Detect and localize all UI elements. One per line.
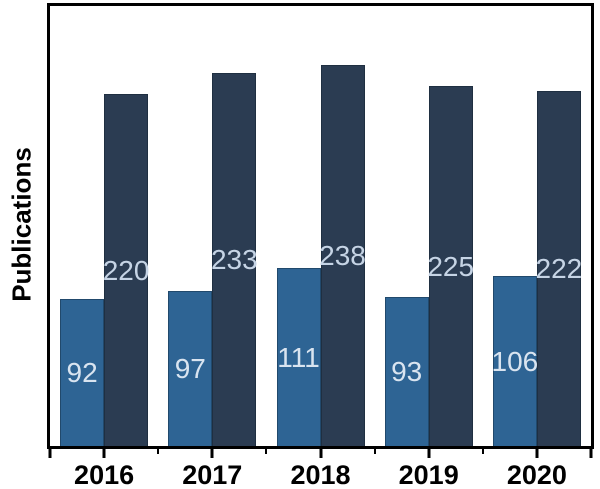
bar-value-label: 222: [535, 252, 583, 284]
bar-value-label: 220: [102, 254, 150, 286]
x-tick-label-2019: 2019: [398, 460, 459, 489]
bar-value-label: 111: [277, 341, 320, 373]
bar-lower-steel-blue-series-2018: 111: [276, 268, 321, 446]
bar-value-label: 97: [174, 352, 206, 384]
x-axis-major-tick: [319, 449, 322, 458]
bar-lower-steel-blue-series-2019: 93: [384, 297, 429, 446]
x-axis-edge-tick: [48, 449, 52, 458]
x-tick-label-2020: 2020: [506, 460, 567, 489]
x-axis-major-tick: [535, 449, 539, 458]
bar-upper-dark-navy-series-2016: 220: [102, 94, 150, 446]
bar-upper-dark-navy-series-2019: 225: [427, 86, 475, 446]
bar-value-label: 233: [210, 244, 258, 276]
bar-upper-dark-navy-series-2017: 233: [210, 73, 258, 446]
bar-value-label: 225: [427, 250, 475, 282]
x-axis-major-tick: [102, 449, 106, 458]
bar-upper-dark-navy-series-2018: 238: [319, 65, 366, 446]
bar-value-label: 92: [66, 356, 98, 388]
bar-lower-steel-blue-series-2020: 106: [491, 276, 539, 446]
x-axis-minor-tick: [481, 449, 484, 454]
bar-lower-steel-blue-series-2017: 97: [168, 290, 213, 446]
x-axis: 2016 2017 2018 2019 2020: [48, 449, 593, 489]
y-axis-label: Publications: [6, 147, 37, 302]
x-tick-label-2016: 2016: [74, 460, 135, 489]
x-axis-major-tick: [427, 449, 431, 458]
bar-lower-steel-blue-series-2016: 92: [60, 298, 105, 446]
x-axis-minor-tick: [265, 449, 268, 454]
x-axis-major-tick: [210, 449, 214, 458]
x-axis-edge-tick: [589, 449, 593, 458]
x-tick-label-2017: 2017: [182, 460, 243, 489]
plot-area: 92 220 97 233 111 238 93 225 106 222: [47, 3, 594, 449]
x-axis-minor-tick: [373, 449, 376, 454]
bar-value-label: 106: [491, 345, 539, 377]
x-tick-label-2018: 2018: [290, 460, 351, 489]
bar-value-label: 93: [391, 356, 423, 388]
bar-value-label: 238: [319, 240, 366, 272]
x-axis-minor-tick: [157, 449, 160, 454]
bar-upper-dark-navy-series-2020: 222: [535, 90, 583, 446]
